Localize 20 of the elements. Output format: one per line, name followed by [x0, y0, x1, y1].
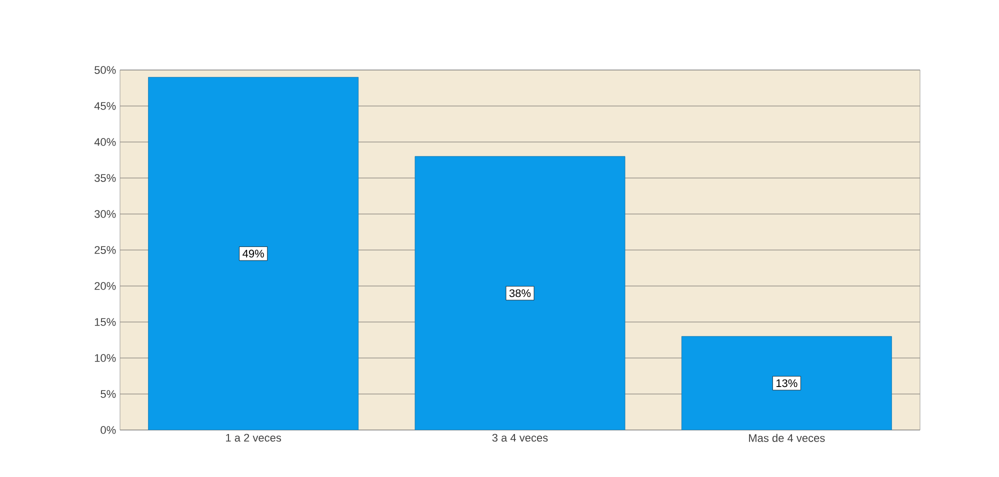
- data-label: 49%: [242, 250, 264, 258]
- y-tick-label: 40%: [94, 138, 116, 146]
- y-tick-label: 25%: [94, 246, 116, 254]
- y-tick-label: 50%: [94, 66, 116, 74]
- y-tick-label: 10%: [94, 354, 116, 362]
- y-tick-label: 15%: [94, 318, 116, 326]
- y-tick-label: 35%: [94, 174, 116, 182]
- data-label: 13%: [776, 379, 798, 388]
- y-tick-label: 0%: [100, 426, 116, 434]
- x-tick-label: Mas de 4 veces: [749, 434, 825, 442]
- bar: [414, 156, 626, 430]
- y-tick-label: 30%: [94, 210, 116, 218]
- bar: [681, 336, 892, 430]
- x-tick-label: 3 a 4 veces: [492, 434, 548, 442]
- y-tick-label: 5%: [100, 390, 116, 398]
- x-tick-label: 1 a 2 veces: [226, 434, 282, 442]
- data-label: 38%: [509, 289, 531, 298]
- y-tick-label: 20%: [94, 282, 116, 290]
- bar: [148, 77, 359, 430]
- y-tick-label: 45%: [94, 102, 116, 110]
